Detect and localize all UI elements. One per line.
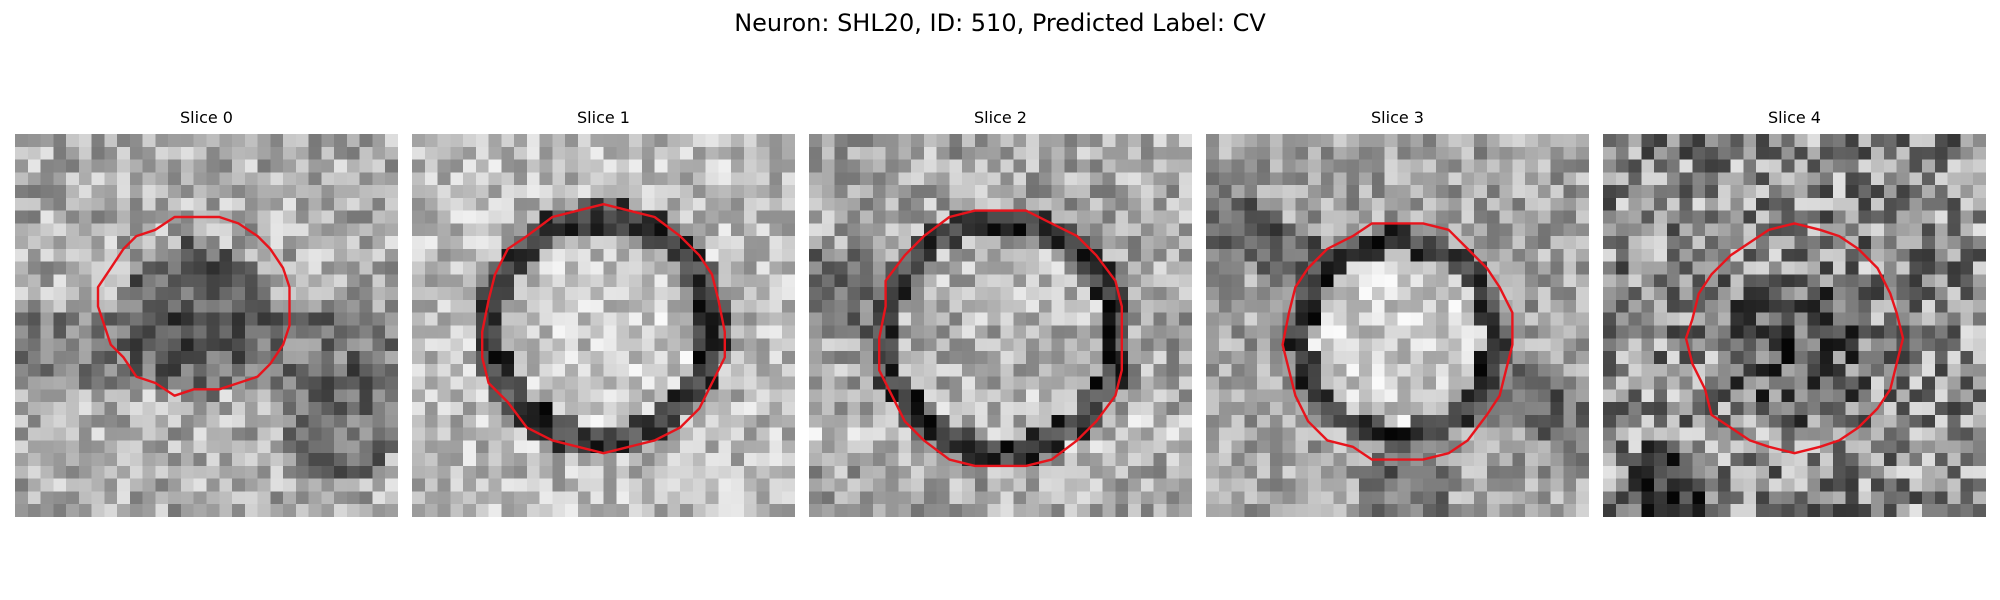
slice-image-1 — [412, 134, 795, 517]
slice-title-2: Slice 2 — [974, 108, 1027, 127]
slice-image-3 — [1206, 134, 1589, 517]
segmentation-contour — [877, 209, 1123, 468]
micrograph-svg — [412, 134, 795, 517]
slice-panel-0: Slice 0 — [15, 108, 398, 517]
micrograph-pixels — [1603, 134, 1986, 517]
slice-panel-1: Slice 1 — [412, 108, 795, 517]
slice-panel-2: Slice 2 — [809, 108, 1192, 517]
slice-image-4 — [1603, 134, 1986, 517]
micrograph-pixels — [15, 134, 398, 517]
micrograph-svg — [1603, 134, 1986, 517]
segmentation-contour — [1684, 222, 1905, 455]
micrograph-pixels — [1206, 134, 1589, 517]
micrograph-pixels — [809, 134, 1192, 517]
slice-title-1: Slice 1 — [577, 108, 630, 127]
segmentation-contour — [1281, 222, 1514, 461]
micrograph-pixels — [412, 134, 795, 517]
segmentation-contour — [96, 215, 291, 397]
micrograph-svg — [1206, 134, 1589, 517]
micrograph-svg — [809, 134, 1192, 517]
slice-title-0: Slice 0 — [180, 108, 233, 127]
slice-image-0 — [15, 134, 398, 517]
slice-title-3: Slice 3 — [1371, 108, 1424, 127]
slice-panel-3: Slice 3 — [1206, 108, 1589, 517]
segmentation-contour — [480, 202, 726, 455]
micrograph-svg — [15, 134, 398, 517]
figure-title: Neuron: SHL20, ID: 510, Predicted Label:… — [734, 9, 1266, 37]
slice-panel-4: Slice 4 — [1603, 108, 1986, 517]
slice-title-4: Slice 4 — [1768, 108, 1821, 127]
slice-image-2 — [809, 134, 1192, 517]
